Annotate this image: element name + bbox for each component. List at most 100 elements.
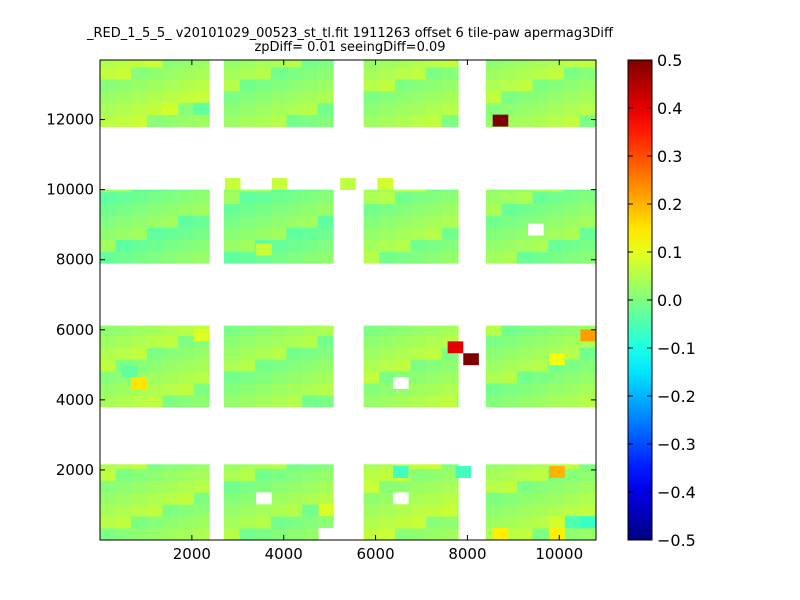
heatmap-cell: [255, 90, 272, 104]
heatmap-cell: [532, 480, 549, 493]
heatmap-cell: [379, 67, 396, 80]
heatmap-cell: [563, 78, 580, 92]
heatmap-cell: [146, 90, 163, 104]
heatmap-cell: [224, 325, 241, 336]
heatmap-cell: [286, 464, 303, 469]
heatmap-cell: [379, 114, 396, 127]
heatmap-cell: [131, 227, 148, 240]
heatmap-cell: [457, 528, 459, 541]
heatmap-cell: [548, 480, 565, 493]
heatmap-cell: [548, 114, 565, 127]
heatmap-cell: [317, 359, 334, 372]
heatmap-cell: [394, 394, 411, 408]
heatmap-cell: [441, 504, 458, 517]
heatmap-cell: [270, 239, 287, 252]
y-tick-label: 4000: [56, 391, 94, 409]
heatmap-cell: [457, 203, 459, 216]
heatmap-cell: [457, 383, 459, 396]
heatmap-cell: [501, 67, 518, 80]
heatmap-cell: [379, 480, 396, 493]
heatmap-cell: [100, 468, 117, 481]
heatmap-cell: [457, 114, 459, 127]
heatmap-cell: [270, 468, 287, 481]
heatmap-cell: [579, 394, 596, 408]
heatmap-cell: [501, 227, 518, 240]
heatmap-cell: [426, 102, 443, 116]
heatmap-cell: [162, 528, 179, 541]
heatmap-cell: [239, 251, 256, 264]
heatmap-cell: [379, 325, 396, 336]
heatmap-cell: [549, 516, 565, 529]
heatmap-cell: [178, 90, 195, 104]
heatmap-cell: [394, 203, 411, 216]
heatmap-cell: [492, 528, 509, 540]
heatmap-cell: [286, 325, 303, 336]
heatmap-cell: [224, 371, 241, 384]
heatmap-cell: [270, 383, 287, 396]
heatmap-cell: [485, 239, 502, 252]
heatmap-cell: [410, 203, 427, 216]
heatmap-cell: [224, 492, 241, 505]
heatmap-cell: [501, 492, 518, 505]
heatmap-cell: [455, 466, 472, 478]
heatmap-cell: [501, 394, 518, 408]
heatmap-cell: [410, 189, 427, 193]
heatmap-cell: [532, 492, 549, 505]
heatmap-cell: [532, 516, 549, 529]
heatmap-cell: [146, 203, 163, 216]
heatmap-cell: [162, 251, 179, 264]
heatmap-cell: [410, 335, 427, 348]
heatmap-cell: [239, 504, 256, 517]
heatmap-cell: [131, 78, 148, 92]
heatmap-cell: [457, 227, 459, 240]
heatmap-cell: [485, 203, 502, 216]
heatmap-cell: [255, 528, 272, 541]
heatmap-cell: [162, 359, 179, 372]
heatmap-cell: [193, 189, 210, 193]
heatmap-cell: [426, 394, 443, 408]
heatmap-cell: [162, 191, 179, 205]
heatmap-cell: [239, 492, 256, 505]
heatmap-cell: [131, 215, 148, 228]
heatmap-cell: [363, 78, 380, 92]
heatmap-cell: [532, 189, 549, 193]
heatmap-cell: [115, 464, 132, 469]
heatmap-cell: [463, 353, 479, 366]
y-tick-label: 10000: [46, 181, 94, 199]
heatmap-cell: [363, 215, 380, 228]
heatmap-cell: [579, 383, 596, 396]
heatmap-cell: [394, 504, 411, 517]
heatmap-cell: [193, 468, 210, 481]
heatmap-cell: [270, 516, 287, 529]
heatmap-cell: [162, 60, 179, 68]
heatmap-cell: [563, 464, 580, 469]
heatmap-cell: [517, 504, 534, 517]
heatmap-cell: [162, 464, 179, 469]
heatmap-cell: [410, 371, 427, 384]
heatmap-cell: [302, 239, 319, 252]
heatmap-cell: [302, 78, 319, 92]
heatmap-cell: [146, 189, 163, 193]
heatmap-cell: [178, 371, 195, 384]
heatmap-cell: [394, 347, 411, 360]
heatmap-cell: [548, 251, 565, 264]
chart-title-line-2: zpDiff= 0.01 seeingDiff=0.09: [254, 40, 446, 55]
heatmap-cell: [224, 102, 241, 116]
heatmap-cell: [410, 215, 427, 228]
heatmap-cell: [548, 492, 565, 505]
heatmap-cell: [146, 227, 163, 240]
heatmap-cell: [363, 371, 380, 384]
heatmap-cell: [286, 492, 303, 505]
heatmap-cell: [270, 102, 287, 116]
heatmap-cell: [131, 480, 148, 493]
heatmap-cell: [340, 178, 356, 190]
heatmap-cell: [193, 203, 210, 216]
heatmap-cell: [270, 191, 287, 205]
heatmap-cell: [239, 516, 256, 529]
heatmap-cell: [548, 102, 565, 116]
heatmap-cell: [224, 78, 241, 92]
heatmap-cell: [115, 215, 132, 228]
heatmap-cell: [193, 227, 210, 240]
heatmap-cell: [131, 60, 148, 68]
